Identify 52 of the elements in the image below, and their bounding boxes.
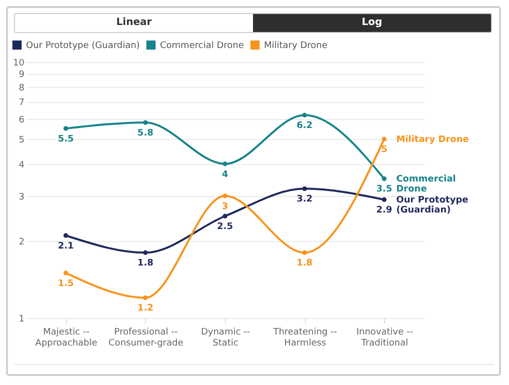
point	[302, 186, 307, 192]
x-tick-label: Dynamic -- Static	[200, 328, 250, 348]
point	[382, 197, 387, 202]
text: Military Drone	[396, 135, 469, 146]
toggle-button: Log	[253, 14, 491, 32]
x-tick-label: Innovative -- Traditional	[356, 328, 414, 348]
legend-label: Commercial Drone	[160, 41, 244, 52]
data-label: 1.8	[137, 258, 154, 269]
x-tick-label: Professional -- Consumer-grade	[108, 328, 184, 348]
point	[143, 295, 148, 300]
point	[222, 162, 228, 166]
y-tick-label: 6	[18, 115, 25, 126]
point	[302, 250, 307, 255]
y-tick-label: 1	[18, 314, 24, 324]
legend-label: Military Drone	[264, 41, 328, 52]
text: Commercial Drone	[396, 174, 456, 195]
data-label: 3.2	[296, 194, 313, 205]
data-label: 5	[381, 145, 388, 156]
point	[63, 233, 68, 238]
y-tick-label: 9	[18, 70, 25, 80]
point	[302, 112, 307, 118]
point	[382, 136, 387, 142]
data-label: 1.8	[296, 258, 313, 269]
point	[63, 126, 68, 131]
data-label: 2.9	[376, 206, 392, 216]
y-tick-label: 2	[18, 237, 24, 248]
y-tick-label: 8	[18, 83, 25, 94]
data-label: 6.2	[296, 121, 313, 132]
y-tick-label: 5	[18, 136, 24, 146]
data-label: 3	[222, 202, 228, 212]
point	[222, 194, 228, 198]
legend-label: Our Prototype (Guardian)	[26, 41, 140, 52]
y-tick-label: 3	[18, 192, 24, 202]
data-label: 3.5	[376, 184, 392, 195]
point	[63, 270, 68, 276]
point	[143, 250, 148, 255]
data-label: 4	[222, 170, 228, 180]
y-tick-label: 7	[18, 98, 24, 108]
point	[222, 214, 228, 218]
point	[382, 176, 387, 182]
y-tick-label: 4	[18, 160, 25, 170]
data-label: 2.5	[217, 222, 233, 232]
x-tick-label: Majestic -- Approachable	[35, 328, 98, 348]
data-label: 2.1	[58, 242, 74, 252]
y-tick-label: 10	[13, 58, 25, 68]
data-label: 5.5	[58, 134, 74, 144]
x-tick-label: Threatening -- Harmless	[272, 328, 338, 348]
data-label: 1.2	[137, 304, 154, 314]
text: Our Prototype (Guardian)	[396, 196, 468, 216]
data-label: 5.8	[137, 128, 154, 139]
data-label: 1.5	[58, 278, 74, 289]
point	[143, 120, 148, 125]
